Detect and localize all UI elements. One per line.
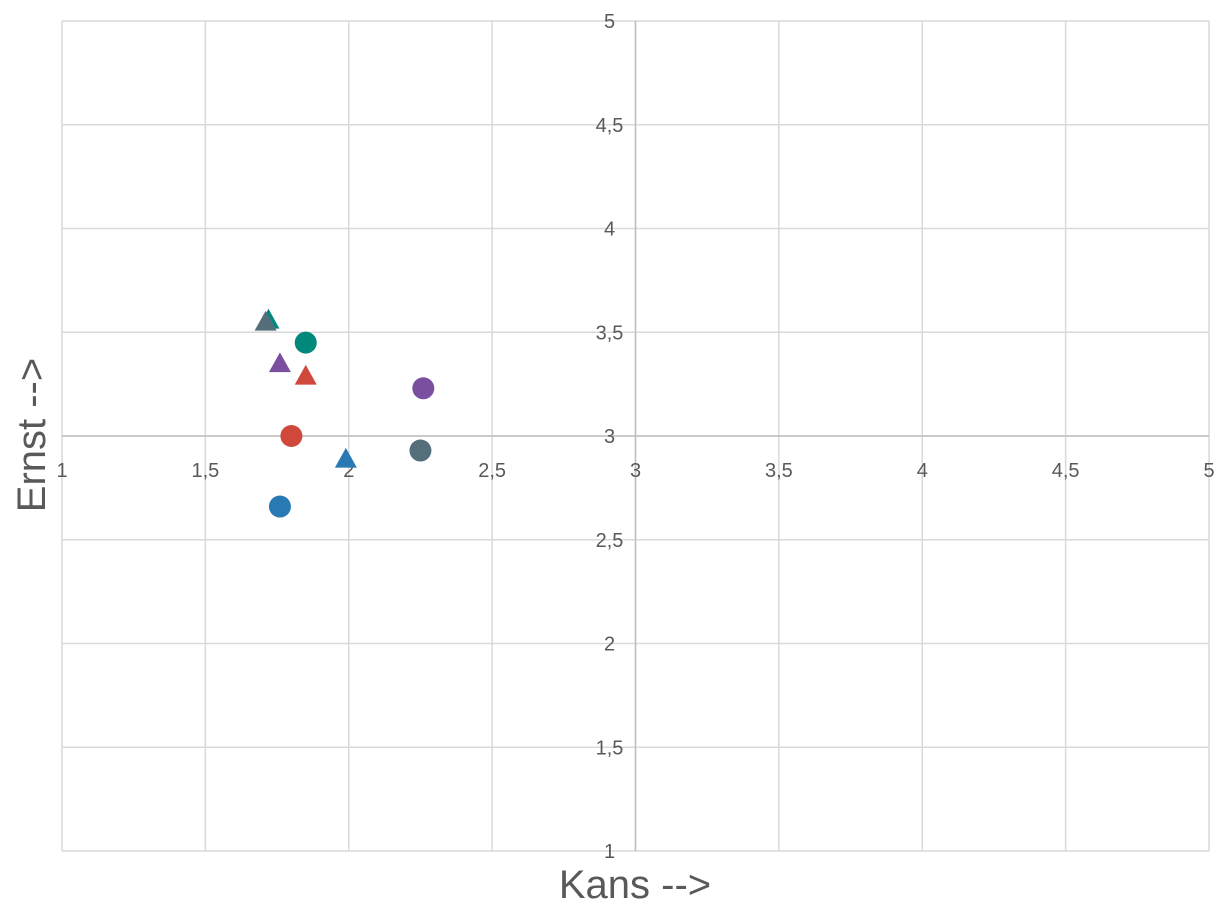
circle-point	[268, 495, 291, 518]
x-tick-label: 5	[1203, 460, 1214, 482]
x-tick-label: 2,5	[478, 460, 506, 482]
circle-point	[412, 377, 435, 400]
x-tick-label: 3,5	[765, 460, 793, 482]
x-axis-title: Kans -->	[559, 863, 711, 906]
triangle-point	[254, 310, 277, 331]
x-tick-label: 3	[630, 460, 641, 482]
y-tick-label: 4,5	[596, 115, 624, 137]
circle-point	[280, 425, 303, 447]
tick-labels: 1 1,5 2 2,5 3 3,5 4 4,5 5 1 1,5 2 2,5 3 3,5 4 4,5 5	[56, 11, 1214, 863]
y-tick-label: 1,5	[596, 737, 624, 759]
triangle-point	[268, 352, 291, 373]
x-tick-label: 1,5	[191, 460, 219, 482]
x-tick-label: 4	[917, 460, 928, 482]
y-tick-label: 4	[604, 219, 615, 241]
axes	[62, 21, 1209, 851]
triangle-point	[334, 447, 357, 468]
y-tick-label: 3,5	[596, 322, 624, 344]
y-tick-label: 1	[604, 841, 615, 863]
y-tick-label: 2,5	[596, 530, 624, 552]
x-tick-label: 4,5	[1052, 460, 1080, 482]
circle-point	[294, 331, 317, 354]
y-axis-title: Ernst -->	[10, 358, 54, 512]
y-tick-label: 3	[604, 426, 615, 448]
y-tick-label: 5	[604, 11, 615, 33]
x-tick-label: 1	[56, 460, 67, 482]
triangle-point	[294, 364, 317, 385]
data-points	[254, 308, 435, 518]
x-tick-label: 2	[343, 460, 354, 482]
y-tick-label: 2	[604, 634, 615, 656]
circle-point	[409, 439, 432, 462]
